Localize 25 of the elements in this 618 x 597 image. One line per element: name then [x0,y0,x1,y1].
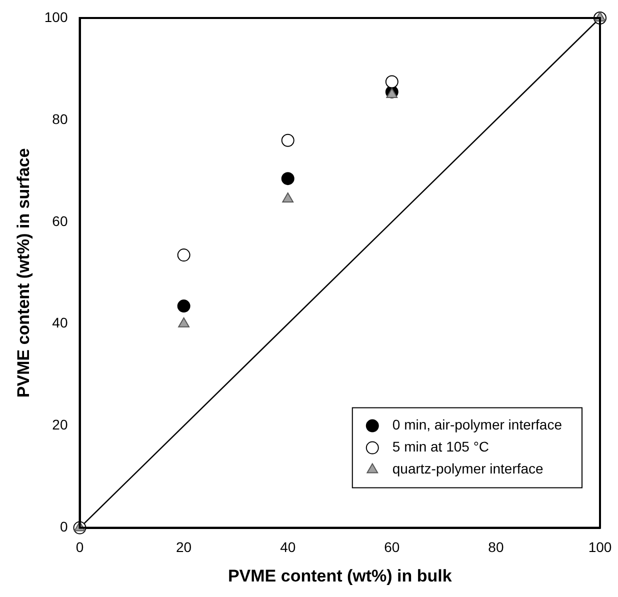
y-tick-label: 40 [52,314,68,331]
y-tick-label: 80 [52,110,68,127]
y-tick-label: 0 [60,518,68,535]
point [386,88,398,98]
legend-label: 5 min at 105 °C [392,438,490,455]
y-tick-label: 60 [52,212,68,229]
y-tick-label: 20 [52,416,68,433]
point [281,172,294,186]
point [385,75,398,88]
point [281,134,294,147]
point [178,317,190,328]
legend-label: quartz-polymer interface [392,460,544,477]
point [282,192,294,202]
x-tick-label: 40 [280,539,296,556]
x-tick-label: 60 [384,539,400,556]
y-tick-label: 100 [44,8,68,25]
x-tick-label: 100 [588,539,612,556]
point [177,300,190,313]
x-tick-label: 0 [76,539,84,556]
legend-label: 0 min, air-polymer interface [392,416,562,433]
point [177,248,190,262]
y-axis-title: PVME content (wt%) in surface [14,148,33,398]
x-tick-label: 80 [488,539,504,556]
x-tick-label: 20 [176,539,192,556]
x-axis-title: PVME content (wt%) in bulk [228,566,452,586]
